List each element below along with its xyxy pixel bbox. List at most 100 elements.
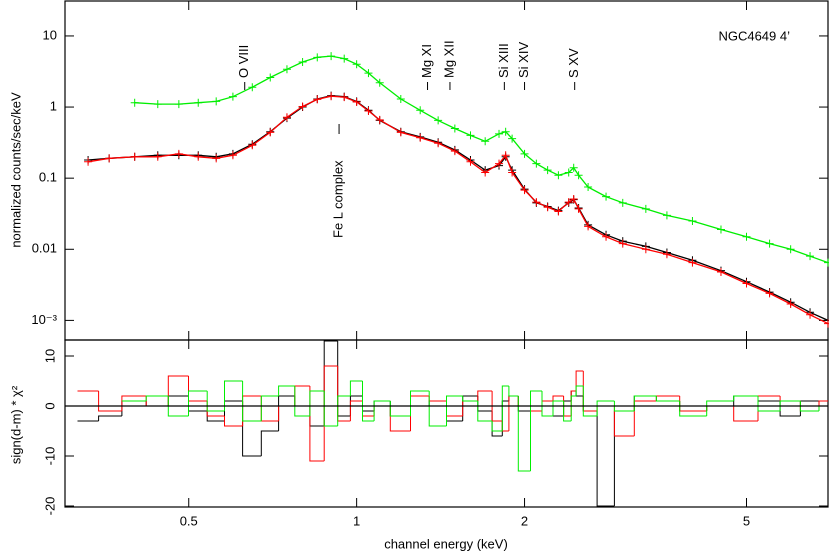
residual-step: [517, 396, 531, 407]
residual-step: [278, 385, 295, 396]
residual-step: [349, 400, 363, 421]
residual-step: [799, 400, 819, 416]
residual-step: [224, 380, 243, 411]
residual-step: [563, 400, 572, 416]
residual-step: [501, 385, 509, 431]
residual-step: [206, 391, 225, 412]
x-axis-title: channel energy (keV): [384, 536, 508, 551]
residual-step: [462, 396, 478, 402]
residual-step: [145, 395, 169, 401]
residual-step: [294, 385, 310, 406]
residual-step: [575, 385, 584, 396]
residual-step: [446, 395, 463, 426]
residual-step: [294, 386, 310, 417]
residual-step: [757, 396, 781, 412]
residual-step: [552, 395, 564, 401]
residual-step: [530, 406, 542, 412]
residual-step: [706, 405, 734, 411]
residual-step: [799, 401, 819, 412]
residual-step: [818, 405, 828, 411]
residual-step: [633, 395, 657, 411]
residual-step: [167, 396, 189, 417]
residual-step: [188, 376, 208, 402]
residual-step: [477, 390, 493, 401]
residual-step: [679, 396, 707, 412]
residual-step: [260, 395, 279, 421]
residual-step: [462, 395, 478, 421]
residual-step: [121, 400, 147, 416]
spectrum-label: NGC4649 4’: [718, 28, 790, 43]
residual-step: [491, 421, 503, 432]
y-axis-title: sign(d-m) * χ²: [8, 385, 23, 464]
residual-step: [188, 390, 208, 416]
plot-frame: [64, 339, 829, 508]
x-tick-label: 1: [353, 513, 360, 528]
residual-step: [613, 410, 635, 506]
residual-step: [98, 415, 122, 421]
residual-step: [501, 421, 509, 432]
x-tick-label: 5: [743, 513, 750, 528]
residual-step: [508, 386, 519, 397]
residual-step: [145, 401, 169, 407]
annotation: Mg XII: [441, 40, 456, 78]
residual-step: [389, 401, 411, 417]
annotation: O VIII: [236, 45, 251, 78]
residual-step: [779, 396, 801, 402]
model-line: [88, 94, 829, 321]
annotation: Si XIV: [516, 42, 531, 78]
residual-step: [462, 400, 478, 416]
y-tick-label: 10⁻³: [31, 312, 57, 327]
residual-step: [733, 406, 758, 422]
residual-step: [337, 341, 351, 417]
residual-step: [582, 371, 598, 412]
residual-step: [517, 396, 531, 472]
residual-step: [206, 401, 225, 417]
residual-step: [575, 391, 584, 397]
residual-step: [517, 396, 531, 412]
residual-step: [337, 366, 351, 422]
residual-step: [563, 401, 572, 422]
residual-step: [309, 386, 325, 462]
residual-step: [477, 396, 493, 412]
residual-step: [362, 396, 375, 412]
residual-step: [706, 405, 734, 411]
residual-step: [167, 395, 189, 406]
residual-step: [733, 395, 758, 406]
residual-step: [337, 395, 351, 426]
residual-step: [655, 396, 680, 402]
residual-step: [446, 401, 463, 422]
residual-step: [410, 405, 430, 416]
residual-step: [349, 380, 363, 396]
annotation: S XV: [566, 48, 581, 78]
residual-step: [167, 375, 189, 406]
x-tick-label: 2: [521, 513, 528, 528]
residual-step: [757, 396, 781, 402]
residual-step: [582, 396, 598, 412]
residual-step: [278, 405, 295, 421]
residual-step: [362, 401, 375, 417]
residual-step: [446, 401, 463, 417]
residual-step: [428, 396, 447, 402]
residual-step: [552, 401, 564, 417]
y-tick-label: -20: [42, 497, 57, 516]
residual-step: [428, 391, 447, 427]
residual-step: [508, 395, 519, 431]
residual-step: [733, 395, 758, 401]
residual-step: [362, 381, 375, 422]
model-line: [134, 55, 829, 264]
data-point: [824, 319, 829, 328]
residual-step: [596, 411, 615, 507]
residual-step: [477, 401, 493, 422]
residual-step: [633, 395, 657, 411]
residual-step: [575, 370, 584, 391]
residual-step: [570, 395, 577, 421]
residual-step: [373, 400, 391, 421]
residual-step: [389, 406, 411, 432]
residual-step: [596, 400, 615, 416]
residual-step: [410, 390, 430, 416]
residual-step: [508, 395, 519, 401]
model-line: [87, 95, 829, 325]
residual-step: [278, 395, 295, 431]
residual-step: [121, 395, 147, 411]
